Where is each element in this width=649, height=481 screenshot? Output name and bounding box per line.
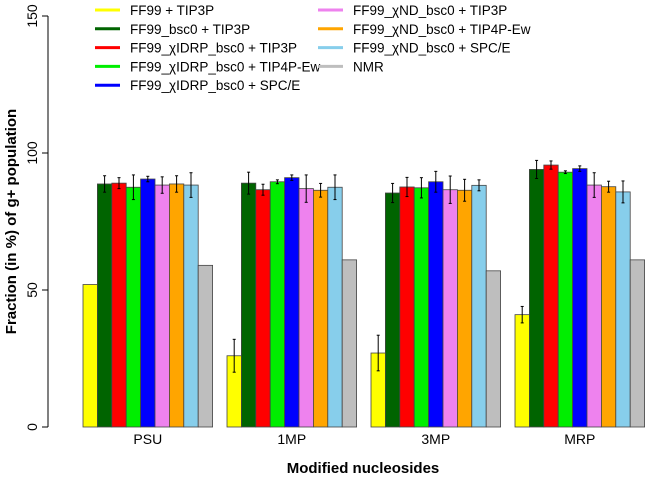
bar bbox=[586, 184, 602, 428]
bar bbox=[125, 186, 141, 428]
bar bbox=[399, 186, 415, 428]
bar bbox=[442, 189, 458, 428]
y-axis-title: Fraction (in %) of g+ population bbox=[3, 109, 20, 334]
bar bbox=[97, 183, 113, 428]
x-tick-label: PSU bbox=[133, 431, 162, 447]
bar bbox=[456, 189, 473, 428]
bar bbox=[485, 270, 502, 428]
bar bbox=[284, 177, 300, 428]
bar bbox=[240, 182, 257, 428]
y-tick-label: 50 bbox=[24, 282, 40, 298]
bar bbox=[197, 264, 213, 428]
bar bbox=[82, 284, 98, 428]
legend-label: FF99 + TIP3P bbox=[130, 3, 214, 18]
bar bbox=[557, 171, 574, 428]
legend-label: NMR bbox=[353, 59, 384, 74]
bar bbox=[471, 184, 487, 428]
bar bbox=[154, 184, 170, 428]
bar bbox=[629, 259, 646, 428]
bar bbox=[413, 187, 430, 428]
y-tick-label: 0 bbox=[24, 423, 40, 431]
y-tick-label: 150 bbox=[24, 4, 40, 28]
bar bbox=[312, 189, 329, 428]
legend-label: FF99_χND_bsc0 + TIP3P bbox=[353, 3, 507, 18]
x-tick-label: MRP bbox=[564, 431, 595, 447]
x-axis-title: Modified nucleosides bbox=[287, 460, 440, 477]
bar bbox=[327, 186, 343, 428]
bar bbox=[111, 182, 127, 428]
legend-label: FF99_χND_bsc0 + TIP4P-Ew bbox=[353, 22, 531, 37]
bar bbox=[140, 178, 156, 428]
legend-label: FF99_χND_bsc0 + SPC/E bbox=[353, 41, 511, 56]
legend-label: FF99_χIDRP_bsc0 + TIP3P bbox=[130, 41, 297, 56]
bar bbox=[341, 259, 358, 428]
x-tick-label: 1MP bbox=[277, 431, 306, 447]
bar bbox=[298, 188, 314, 428]
legend-label: FF99_bsc0 + TIP3P bbox=[130, 22, 250, 37]
bar bbox=[529, 169, 545, 428]
bar bbox=[428, 181, 444, 428]
bar bbox=[601, 186, 617, 428]
bar bbox=[168, 183, 185, 428]
bar bbox=[572, 168, 588, 428]
bar bbox=[269, 181, 286, 428]
bar bbox=[514, 314, 530, 428]
bar bbox=[384, 192, 401, 428]
y-tick-label: 100 bbox=[24, 141, 40, 165]
bar bbox=[255, 189, 271, 428]
bar bbox=[615, 191, 631, 428]
x-tick-label: 3MP bbox=[421, 431, 450, 447]
bar bbox=[183, 184, 199, 428]
legend-label: FF99_χIDRP_bsc0 + SPC/E bbox=[130, 78, 300, 93]
legend-label: FF99_χIDRP_bsc0 + TIP4P-Ew bbox=[130, 59, 321, 74]
bar bbox=[543, 164, 559, 428]
